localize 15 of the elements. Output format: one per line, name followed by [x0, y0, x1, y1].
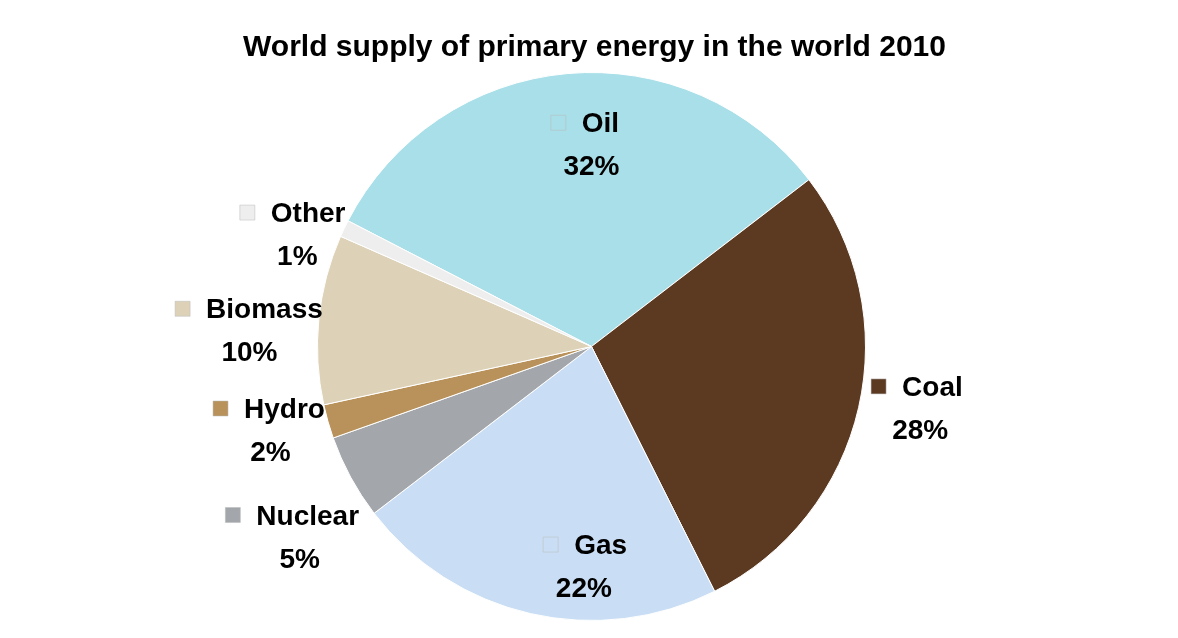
data-label: 22% [555, 572, 612, 604]
legend-label: Coal [902, 370, 963, 402]
legend-label: Oil [581, 107, 620, 139]
data-label: 10% [221, 336, 278, 368]
legend-label: Hydro [244, 393, 325, 425]
data-label: 32% [563, 150, 620, 182]
legend-label: Other [270, 197, 346, 229]
legend-label: Biomass [206, 293, 323, 325]
chart-title: World supply of primary energy in the world 2010 [243, 29, 946, 62]
legend-label: Nuclear [256, 499, 360, 531]
data-label: 28% [892, 413, 949, 445]
data-label: 5% [279, 542, 320, 574]
legend-label: Gas [574, 529, 628, 561]
data-label: 1% [277, 240, 318, 272]
data-label: 2% [250, 436, 291, 468]
